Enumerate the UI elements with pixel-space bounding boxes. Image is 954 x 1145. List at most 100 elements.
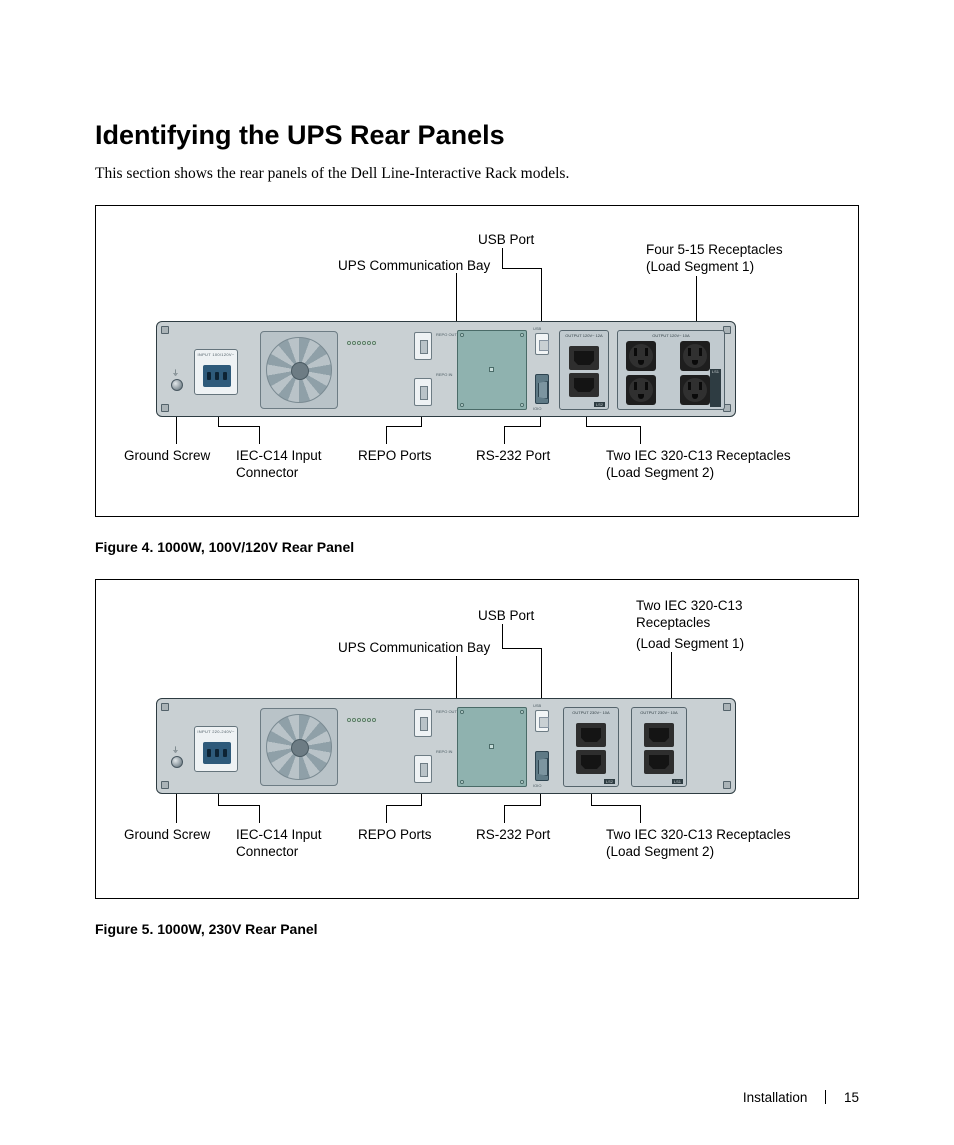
input-connector-box: INPUT 220-240V~ (194, 726, 238, 772)
ls2-tag: LS2 (594, 402, 605, 407)
c14-connector-icon (203, 365, 231, 387)
label-two-c13-top-line1: Two IEC 320-C13 (636, 598, 743, 615)
repo-in-port-icon (414, 378, 432, 406)
figure-5-box: USB Port UPS Communication Bay Two IEC 3… (95, 579, 859, 899)
outlet-group-title: OUTPUT 120V~ 10A (618, 333, 724, 338)
label-comm-bay: UPS Communication Bay (338, 258, 490, 275)
page: Identifying the UPS Rear Panels This sec… (0, 0, 954, 1145)
c13-outlet-icon (569, 346, 599, 370)
ups-chassis: ⏚ INPUT 220-240V~ REPO OUT (156, 698, 736, 794)
nema-outlet-icon (680, 375, 710, 405)
label-four-515-line2: (Load Segment 1) (646, 259, 754, 276)
label-two-c13-top-line2: Receptacles (636, 615, 710, 632)
leader (259, 805, 260, 823)
input-label-text: INPUT 100/120V~ (195, 352, 237, 357)
rs232-port-icon (535, 751, 549, 781)
repo-out-port-icon (414, 332, 432, 360)
leader (502, 248, 503, 268)
figure-4-box: USB Port UPS Communication Bay Four 5-15… (95, 205, 859, 517)
ioio-label: IOIO (533, 783, 541, 788)
leader (386, 426, 387, 444)
corner-screw-icon (161, 404, 169, 412)
repo-out-label: REPO OUT (436, 332, 457, 337)
outlet-group-ls2: OUTPUT 120V~ 12A LS2 (559, 330, 609, 410)
corner-screw-icon (161, 781, 169, 789)
label-c14-line2: Connector (236, 465, 298, 482)
nema-outlet-icon (680, 341, 710, 371)
page-heading: Identifying the UPS Rear Panels (95, 120, 859, 151)
leader (386, 805, 387, 823)
ls1-tag: LS1 (672, 779, 683, 784)
corner-screw-icon (161, 703, 169, 711)
repo-in-port-icon (414, 755, 432, 783)
footer-section: Installation (743, 1090, 808, 1105)
usb-port-icon (535, 710, 549, 732)
label-c14-line2: Connector (236, 844, 298, 861)
led-row (347, 332, 407, 350)
repo-in-label: REPO IN (436, 372, 452, 377)
nema-outlet-icon (626, 375, 656, 405)
leader (386, 426, 422, 427)
figure-4-caption: Figure 4. 1000W, 100V/120V Rear Panel (95, 539, 859, 555)
c13-outlet-icon (644, 750, 674, 774)
fan-icon (260, 708, 338, 786)
ground-screw-icon: ⏚ (171, 756, 183, 768)
leader (504, 805, 541, 806)
leader (502, 268, 542, 269)
ls1-tag: LS1 (710, 369, 721, 407)
corner-screw-icon (723, 781, 731, 789)
c13-outlet-icon (576, 750, 606, 774)
figure-5-caption: Figure 5. 1000W, 230V Rear Panel (95, 921, 859, 937)
led-row (347, 709, 407, 727)
outlet-group-ls1: OUTPUT 120V~ 10A LS1 (617, 330, 725, 410)
c13-outlet-icon (576, 723, 606, 747)
outlet-group-title: OUTPUT 230V~ 10A (564, 710, 618, 715)
leader (218, 426, 260, 427)
label-usb-port: USB Port (478, 608, 534, 625)
page-footer: Installation 15 (743, 1090, 859, 1105)
repo-out-port-icon (414, 709, 432, 737)
label-rs232-port: RS-232 Port (476, 827, 550, 844)
c13-outlet-icon (569, 373, 599, 397)
usb-port-icon (535, 333, 549, 355)
outlet-group-title: OUTPUT 230V~ 10A (632, 710, 686, 715)
ground-screw-icon: ⏚ (171, 379, 183, 391)
corner-screw-icon (161, 326, 169, 334)
ioio-label: IOIO (533, 406, 541, 411)
input-connector-box: INPUT 100/120V~ (194, 349, 238, 395)
leader (218, 805, 260, 806)
label-comm-bay: UPS Communication Bay (338, 640, 490, 657)
leader (640, 426, 641, 444)
label-c14-line1: IEC-C14 Input (236, 827, 322, 844)
leader (386, 805, 422, 806)
outlet-group-title: OUTPUT 120V~ 12A (560, 333, 608, 338)
leader (259, 426, 260, 444)
fan-icon (260, 331, 338, 409)
label-usb-port: USB Port (478, 232, 534, 249)
comm-bay-icon (457, 707, 527, 787)
label-four-515-line1: Four 5-15 Receptacles (646, 242, 783, 259)
label-rs232-port: RS-232 Port (476, 448, 550, 465)
outlet-group-ls1: OUTPUT 230V~ 10A LS1 (631, 707, 687, 787)
leader (640, 805, 641, 823)
leader (504, 426, 541, 427)
label-iec-c13-line1: Two IEC 320-C13 Receptacles (606, 448, 791, 465)
leader (502, 624, 503, 648)
leader (504, 805, 505, 823)
label-ground-screw: Ground Screw (124, 827, 210, 844)
footer-divider-icon (825, 1090, 826, 1104)
label-two-c13-top-line3: (Load Segment 1) (636, 636, 744, 653)
label-iec-c13-line2: (Load Segment 2) (606, 844, 714, 861)
repo-out-label: REPO OUT (436, 709, 457, 714)
usb-tiny-label: USB (533, 703, 541, 708)
figure-4-diagram: USB Port UPS Communication Bay Four 5-15… (96, 206, 856, 498)
ls2-tag: LS2 (604, 779, 615, 784)
label-iec-c13-line2: (Load Segment 2) (606, 465, 714, 482)
outlet-group-ls2: OUTPUT 230V~ 10A LS2 (563, 707, 619, 787)
ups-chassis: ⏚ INPUT 100/120V~ REPO OUT (156, 321, 736, 417)
input-label-text: INPUT 220-240V~ (195, 729, 237, 734)
label-iec-c13-line1: Two IEC 320-C13 Receptacles (606, 827, 791, 844)
intro-text: This section shows the rear panels of th… (95, 165, 859, 183)
leader (502, 648, 542, 649)
nema-outlet-icon (626, 341, 656, 371)
